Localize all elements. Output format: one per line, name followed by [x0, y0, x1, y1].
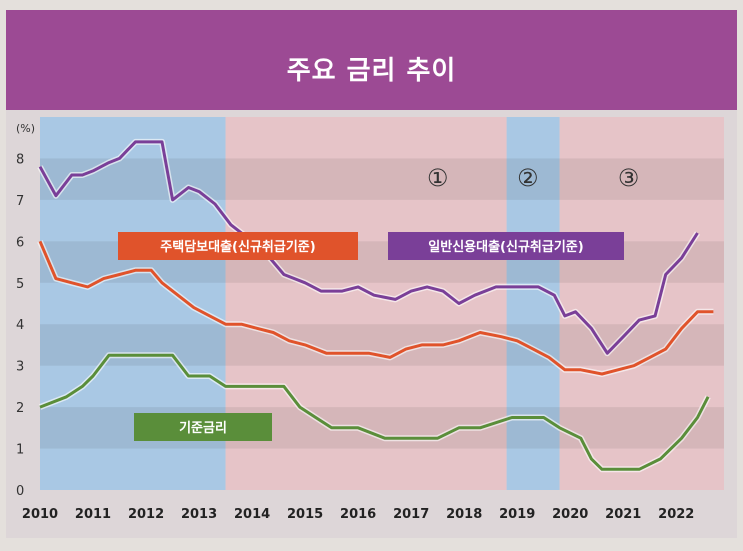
x-tick-label: 2021 [605, 507, 641, 522]
chart-title: 주요 금리 추이 [286, 56, 457, 86]
x-tick-label: 2013 [181, 507, 217, 522]
x-tick-label: 2011 [75, 507, 111, 522]
series-label-text: 일반신용대출(신규취급기준) [428, 239, 583, 255]
series-label-box [134, 413, 272, 441]
series-line-1 [38, 140, 699, 355]
period-label-2: ② [517, 164, 539, 192]
y-tick-label: 8 [16, 152, 24, 167]
x-tick-label: 2016 [340, 507, 376, 522]
period-label-1: ① [427, 164, 449, 192]
series-line-3 [39, 353, 710, 471]
x-tick-label: 2019 [499, 507, 535, 522]
period-band-3 [506, 117, 560, 490]
y-tick-label: 2 [16, 401, 24, 416]
series-label-box [118, 232, 358, 260]
x-tick-label: 2015 [287, 507, 323, 522]
x-axis-ticks: 2010 2011 2012 2013 2014 2015 2016 2017 2018 2019… [22, 507, 694, 522]
x-tick-label: 2012 [128, 507, 164, 522]
period-labels: ① ② ③ [427, 164, 639, 192]
series-lines [37, 138, 714, 473]
title-band: 주요 금리 추이 [6, 10, 737, 110]
x-tick-label: 2014 [234, 507, 270, 522]
series-label-1: 주택담보대출(신규취급기준) [118, 232, 358, 260]
y-tick-label: 5 [16, 277, 24, 292]
series-label-box [388, 232, 624, 260]
y-tick-label: 3 [16, 360, 24, 375]
y-tick-label: 4 [16, 318, 24, 333]
grid-band [40, 324, 724, 366]
y-tick-label: 7 [16, 194, 24, 209]
series-label-text: 기준금리 [179, 420, 227, 436]
period-label-3: ③ [618, 164, 640, 192]
series-label-3: 기준금리 [134, 413, 272, 441]
x-tick-label: 2010 [22, 507, 58, 522]
y-axis-unit: (%) [16, 122, 35, 135]
y-tick-label: 1 [16, 443, 24, 458]
period-band-4 [559, 117, 724, 490]
x-tick-label: 2017 [393, 507, 429, 522]
series-label-2: 일반신용대출(신규취급기준) [388, 232, 624, 260]
grid-band [40, 158, 724, 200]
series-labels: 주택담보대출(신규취급기준) 일반신용대출(신규취급기준) 기준금리 [118, 232, 624, 441]
x-tick-label: 2020 [552, 507, 588, 522]
y-tick-label: 0 [16, 484, 24, 499]
y-axis-ticks: 0 1 2 3 4 5 6 7 8 [16, 152, 24, 499]
x-tick-label: 2022 [658, 507, 694, 522]
y-tick-label: 6 [16, 235, 24, 250]
series-label-text: 주택담보대출(신규취급기준) [160, 239, 315, 255]
x-tick-label: 2018 [446, 507, 482, 522]
series-line-2 [38, 240, 714, 376]
